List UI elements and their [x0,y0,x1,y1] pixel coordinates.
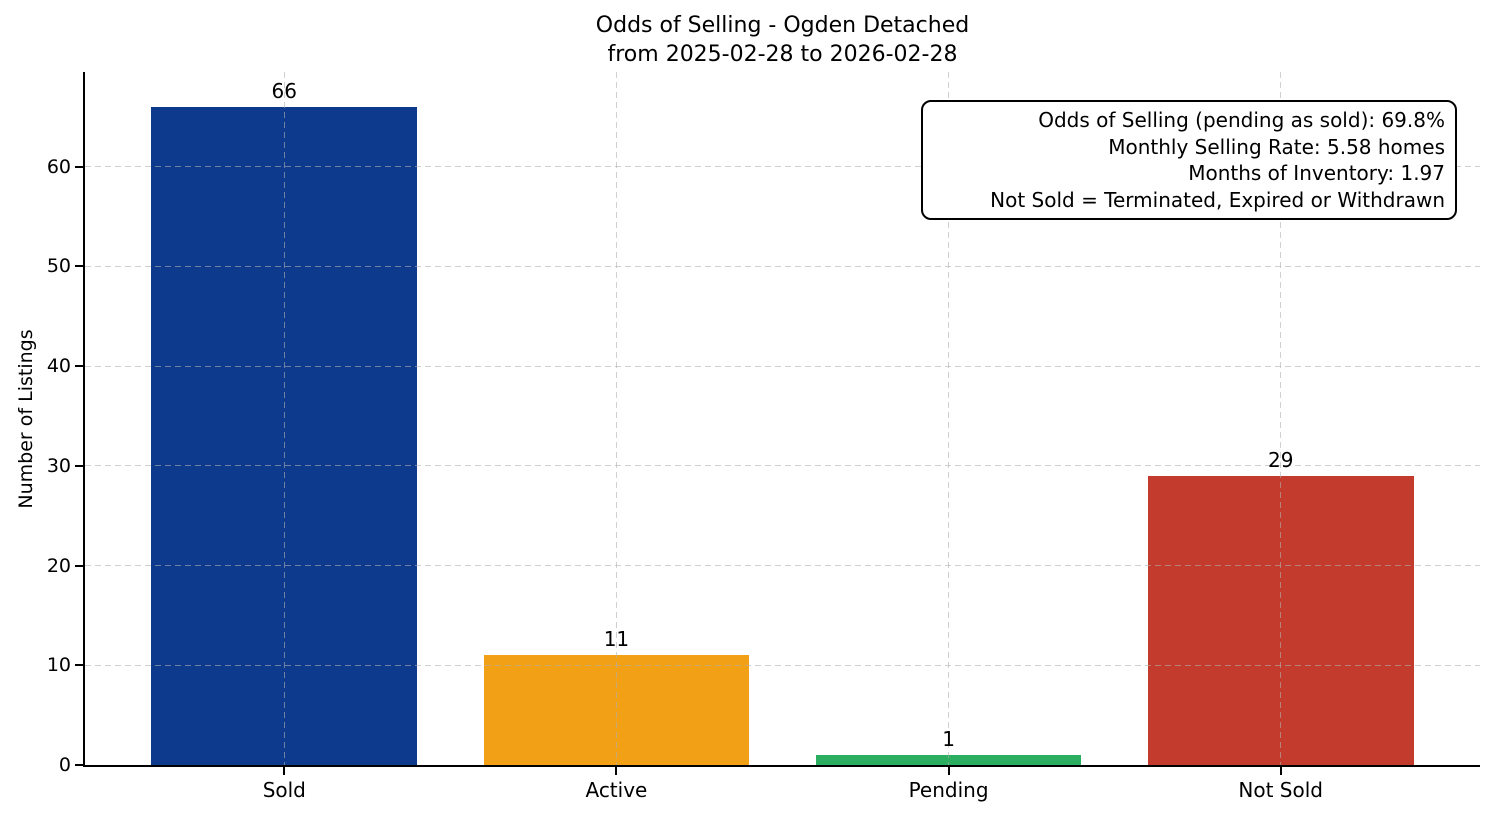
x-tick-mark [1279,767,1282,775]
y-tick-label: 50 [46,255,71,278]
x-tick-label-not-sold: Not Sold [1238,778,1323,802]
gridline-vertical [1280,72,1282,765]
gridline-horizontal [85,365,1480,367]
y-tick-label: 20 [46,554,71,577]
chart-title: Odds of Selling - Ogden Detached from 20… [85,11,1480,69]
plot-area [83,72,1480,767]
bar-value-label-sold: 66 [271,78,298,103]
y-tick-label: 30 [46,454,71,477]
x-tick-label-sold: Sold [262,778,306,802]
x-tick-label-pending: Pending [908,778,989,802]
gridline-horizontal [85,565,1480,567]
y-tick-label: 10 [46,654,71,677]
bar-value-label-not-sold: 29 [1267,447,1294,472]
y-tick-mark [75,165,83,168]
gridline-vertical [283,72,285,765]
x-tick-mark [615,767,618,775]
y-tick-label: 0 [58,754,71,776]
bar-value-label-pending: 1 [942,727,955,752]
chart-title-line2: from 2025-02-28 to 2026-02-28 [607,42,958,67]
annotation-box: Odds of Selling (pending as sold): 69.8%… [921,100,1457,220]
gridline-horizontal [85,664,1480,666]
y-tick-mark [75,664,83,667]
annotation-line-not-sold-definition: Not Sold = Terminated, Expired or Withdr… [990,187,1445,212]
y-axis-label: Number of Listings [15,329,37,509]
gridline-horizontal [85,166,1480,168]
gridline-horizontal [85,465,1480,467]
gridline-vertical [615,72,617,765]
y-tick-label: 60 [46,155,71,178]
annotation-line-odds-of-selling: Odds of Selling (pending as sold): 69.8% [1038,108,1445,132]
chart-title-line1: Odds of Selling - Ogden Detached [595,13,970,38]
x-tick-mark [947,767,950,775]
y-tick-mark [75,564,83,567]
y-tick-mark [75,365,83,368]
annotation-line-monthly-selling-rate: Monthly Selling Rate: 5.58 homes [1108,134,1445,159]
y-tick-mark [75,265,83,268]
gridline-horizontal [85,265,1480,267]
y-tick-label: 40 [46,355,71,378]
y-tick-mark [75,764,83,766]
gridline-vertical [948,72,950,765]
annotation-line-months-of-inventory: Months of Inventory: 1.97 [1188,161,1445,185]
x-tick-label-active: Active [585,778,648,802]
x-tick-mark [283,767,286,775]
y-tick-mark [75,464,83,467]
bar-value-label-active: 11 [603,627,630,652]
